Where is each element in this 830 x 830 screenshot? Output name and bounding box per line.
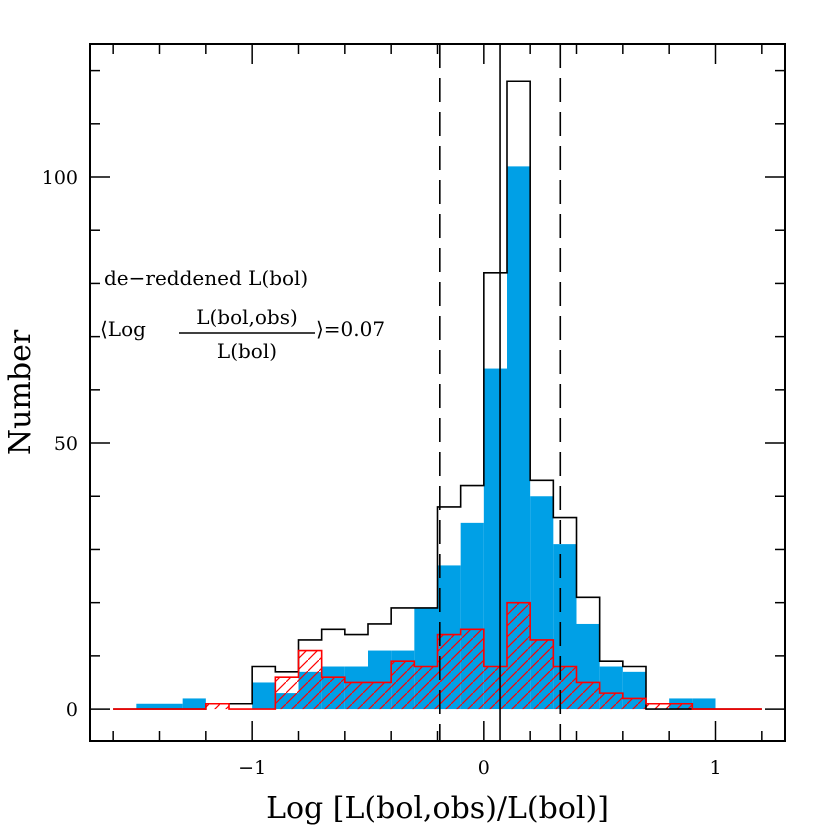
reference-lines xyxy=(439,44,562,741)
annotation-bracket-close: ⟩=0.07 xyxy=(316,317,385,341)
hatched-bar xyxy=(669,703,693,710)
x-tick-label: −1 xyxy=(238,757,266,779)
hatched-bar xyxy=(205,703,229,710)
hatched-histogram-outline xyxy=(113,601,762,710)
x-axis-label: Log [L(bol,obs)/L(bol)] xyxy=(266,791,609,826)
filled-bar xyxy=(159,703,183,710)
filled-bar xyxy=(692,698,716,710)
y-tick-label: 0 xyxy=(66,699,78,721)
hatched-bar xyxy=(530,639,554,710)
y-tick-label: 100 xyxy=(42,167,78,189)
hatched-bar xyxy=(368,682,392,710)
hatched-bar xyxy=(460,629,484,710)
annotation-fraction-denominator: L(bol) xyxy=(217,339,277,363)
hatched-bar xyxy=(507,602,531,710)
filled-bar xyxy=(136,703,160,710)
hatched-bar xyxy=(437,634,461,710)
hatched-bar xyxy=(298,650,322,710)
hatched-bar xyxy=(576,682,600,710)
hatched-bar xyxy=(414,666,438,710)
tick-labels: −1 0 1 0 50 100 xyxy=(42,167,722,779)
annotation: de−reddened L(bol) ⟨Log L(bol,obs) L(bol… xyxy=(100,266,385,363)
hatched-bar xyxy=(646,703,670,710)
axis-ticks xyxy=(90,44,785,741)
hatched-bar xyxy=(391,661,415,710)
hatched-bar xyxy=(275,677,299,710)
filled-bar xyxy=(507,166,531,710)
filled-histogram xyxy=(136,166,716,710)
annotation-fraction-numerator: L(bol,obs) xyxy=(196,305,298,329)
x-tick-label: 1 xyxy=(709,757,721,779)
hatched-bar xyxy=(622,698,646,710)
y-tick-label: 50 xyxy=(54,433,78,455)
hatched-bar xyxy=(483,666,507,710)
filled-bar xyxy=(182,698,206,710)
hatched-bar xyxy=(321,677,345,710)
y-axis-label: Number xyxy=(3,329,38,455)
x-tick-label: 0 xyxy=(478,757,490,779)
filled-bar xyxy=(252,682,276,710)
hatched-bar xyxy=(553,666,577,710)
filled-bar xyxy=(483,368,507,710)
hatched-bar xyxy=(344,682,368,710)
outline-histogram xyxy=(113,80,762,710)
hatched-histogram xyxy=(205,602,693,710)
annotation-bracket-open: ⟨Log xyxy=(100,317,146,341)
hatched-bar xyxy=(599,693,623,710)
annotation-line1: de−reddened L(bol) xyxy=(104,266,308,290)
